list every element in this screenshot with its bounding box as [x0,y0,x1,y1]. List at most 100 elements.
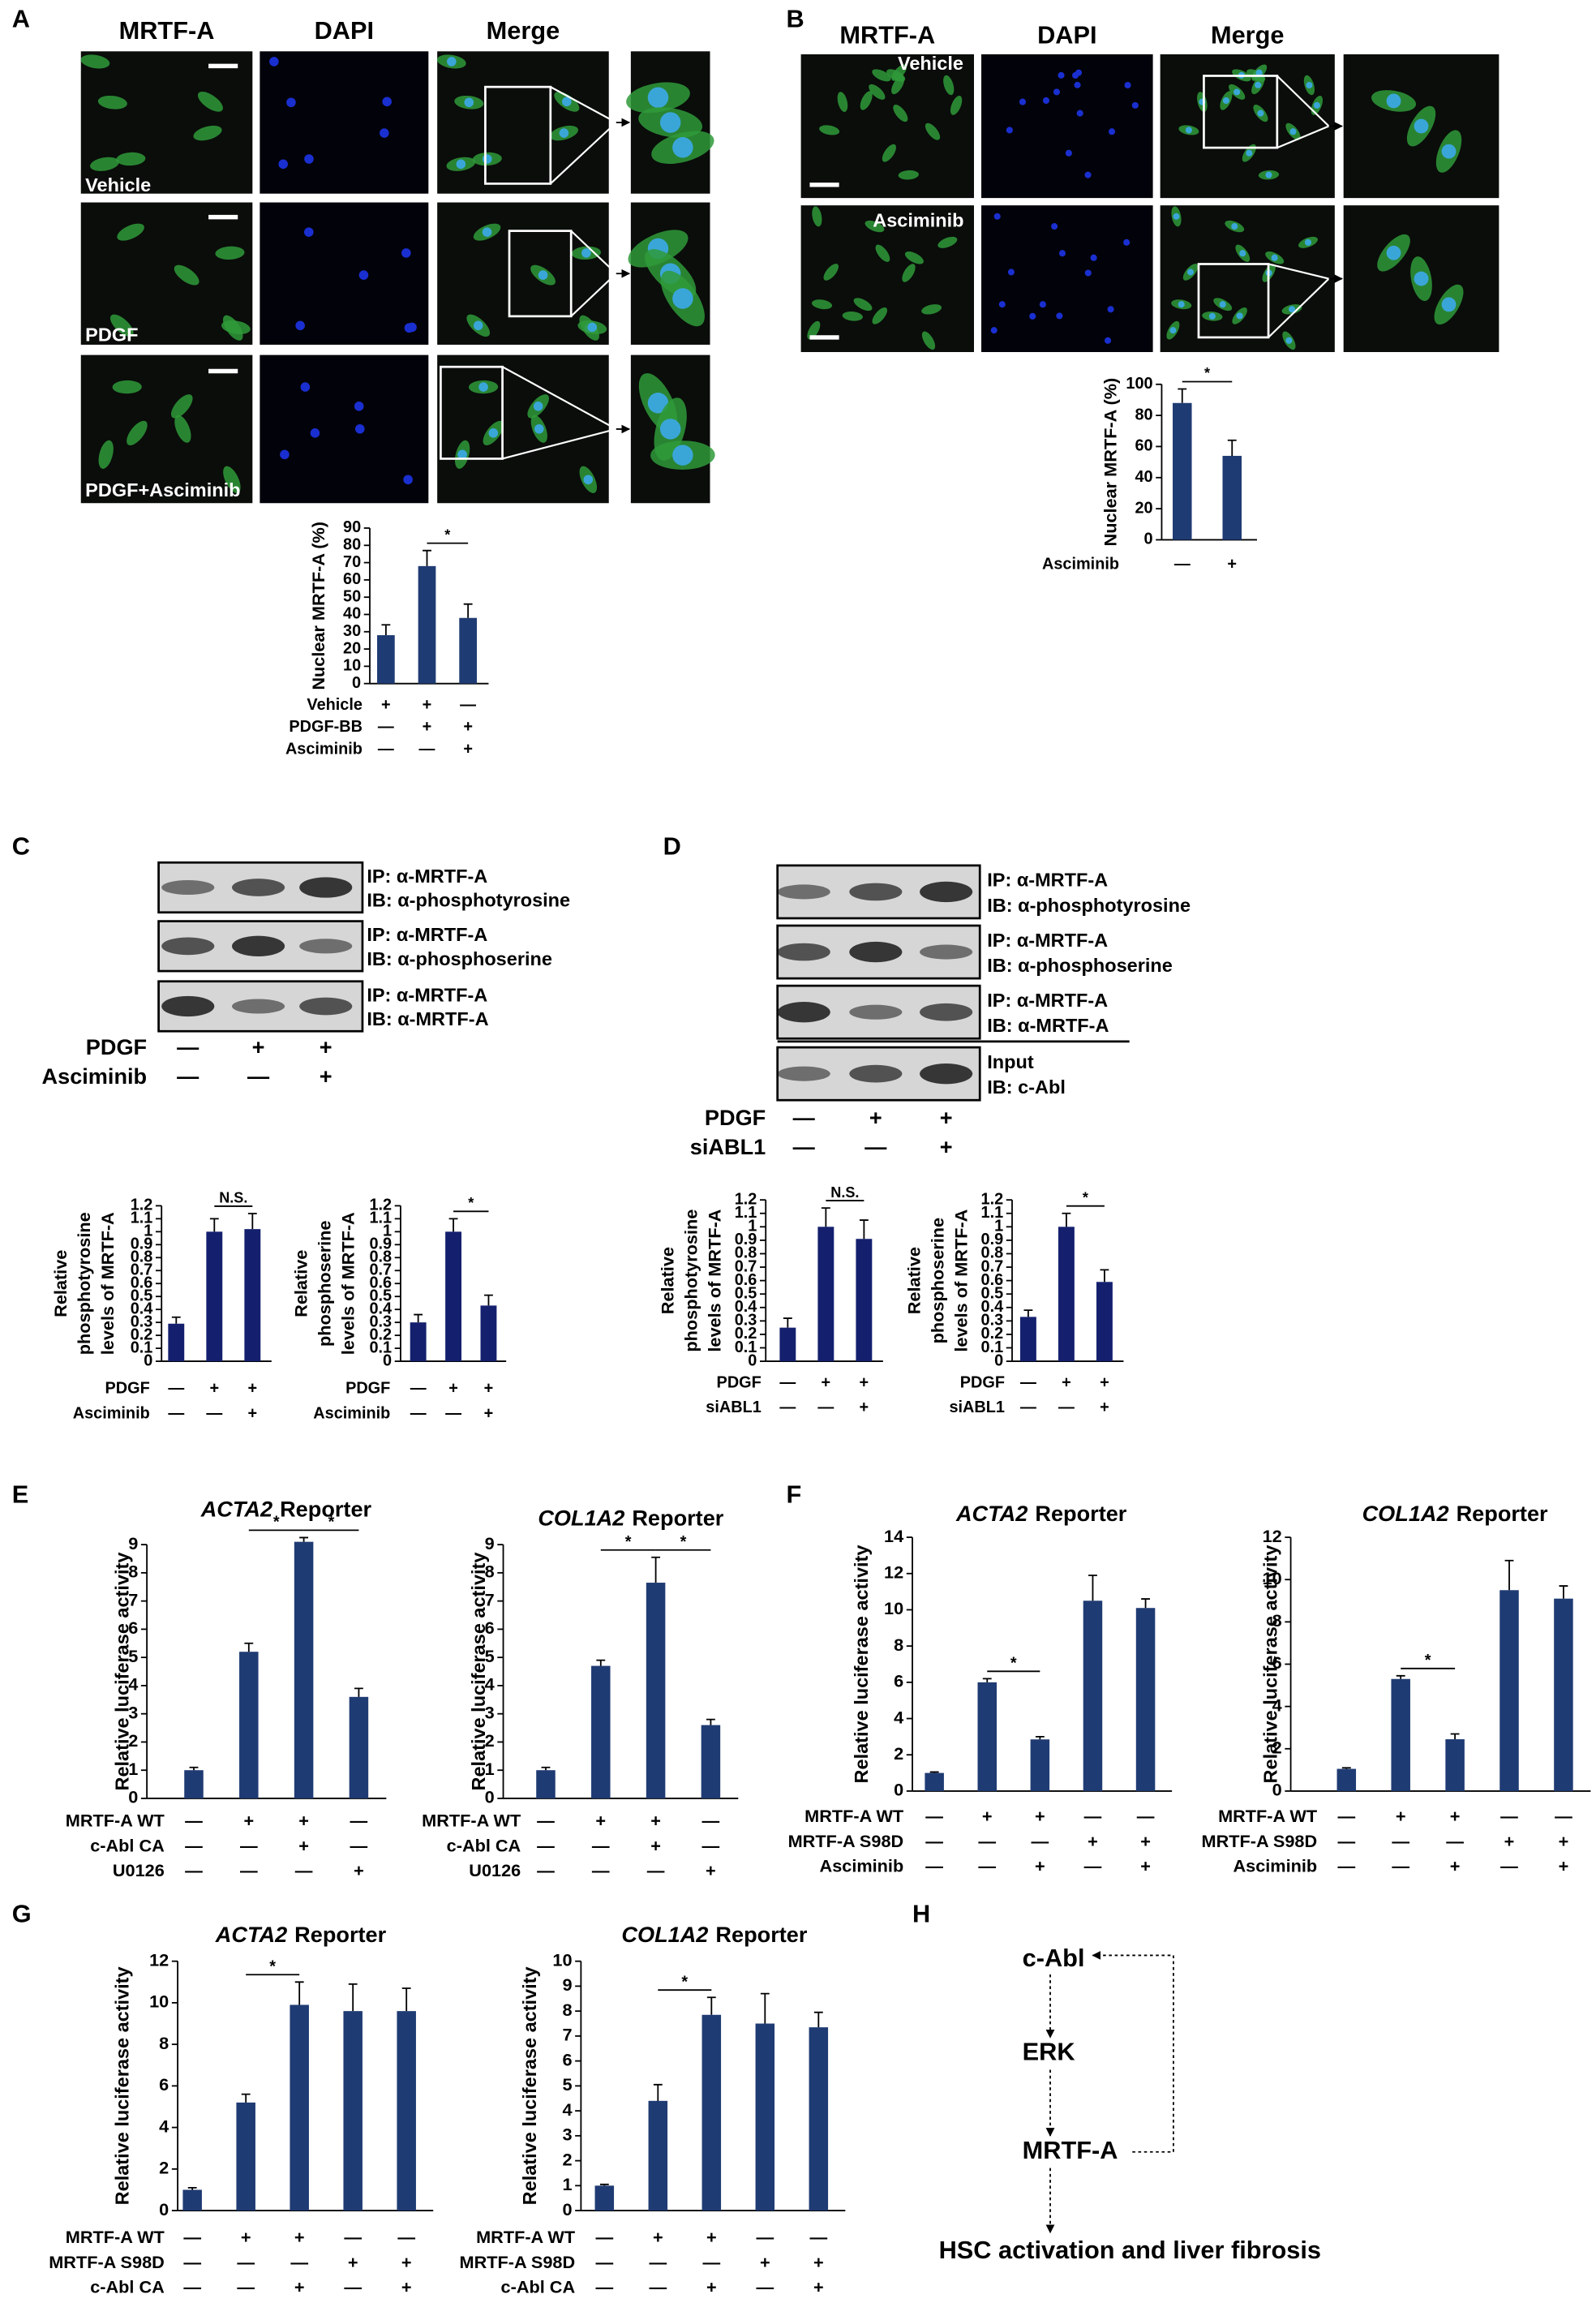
condition-sign: + [401,2252,412,2272]
micrograph [80,354,253,504]
nucleus [1236,312,1243,320]
nucleus [457,449,467,460]
micrograph [981,54,1153,199]
error-bar [294,1981,304,2005]
nucleus [456,159,466,170]
condition-sign: + [348,2252,358,2272]
condition-label: Asciminib [873,209,963,230]
y-axis-label: levels of MRTF-A [337,1212,358,1355]
y-tick-label: 0.3 [131,1313,153,1330]
y-tick-label: 1.1 [131,1210,153,1227]
nucleus [659,419,681,440]
title-text: Reporter [715,1922,807,1947]
bar [701,2014,722,2211]
nucleus [1255,69,1263,76]
condition-sign: — [793,1105,816,1130]
nucleus [488,428,499,438]
condition-label: PDGF+Asciminib [85,479,240,501]
cell [80,54,110,69]
y-axis-label: phosphoserine [927,1218,947,1343]
condition-name: PDGF-BB [289,718,363,736]
bar [1096,1282,1113,1362]
y-tick-label: 2 [894,1743,903,1764]
column-header: MRTF-A [839,20,935,49]
condition-sign: + [320,1063,332,1089]
nucleus [1271,254,1278,261]
condition-sign: + [1100,1373,1109,1391]
cell [837,92,848,112]
y-tick-label: 2 [159,2158,169,2178]
condition-sign: + [706,2277,717,2297]
condition-name: c-Abl CA [447,1835,521,1855]
cell [98,440,114,469]
blot-label: IP: α-MRTF-A [367,866,487,887]
y-tick-label: 12 [1263,1526,1282,1546]
condition-sign: — [1337,1806,1355,1826]
nucleus [1178,301,1185,308]
condition-name: MRTF-A WT [66,1811,165,1831]
cell [116,152,146,166]
zoom-box [508,230,573,318]
condition-sign: + [822,1373,831,1391]
y-tick-label: 2 [485,1730,495,1751]
chart-title: COL1A2 Reporter [621,1922,807,1947]
y-tick-label: 1.2 [369,1197,392,1214]
nucleus [1414,118,1429,134]
bar [459,617,477,684]
nucleus [1233,88,1241,96]
condition-sign: + [813,2277,824,2297]
zoom-box [440,365,504,460]
significance-label: * [681,1973,688,1991]
chart-title: COL1A2 Reporter [538,1506,723,1531]
condition-name: siABL1 [690,1134,766,1159]
y-tick-label: 10 [1263,1568,1282,1588]
error-bar [299,1536,309,1542]
error-bar [401,1987,411,2012]
nucleus [1306,81,1313,89]
cell [812,206,822,227]
y-tick-label: 0 [144,1351,152,1369]
y-tick-label: 1 [562,2174,572,2194]
y-tick-label: 0 [994,1351,1003,1369]
condition-sign: — [206,1404,222,1422]
condition-sign: + [1504,1831,1515,1851]
condition-sign: + [1140,1856,1151,1876]
condition-name: PDGF [86,1034,147,1059]
condition-sign: — [649,2252,667,2272]
title-gene: ACTA2 [955,1501,1028,1526]
nucleus [1084,269,1092,277]
cell [875,244,890,262]
bar [817,1227,834,1362]
feedback-arrow [1092,1951,1174,2153]
y-tick-label: 90 [343,518,361,536]
condition-sign: — [978,1856,996,1876]
condition-sign: — [1392,1831,1409,1851]
nucleus [1441,297,1457,312]
condition-name: MRTF-A WT [66,2227,165,2247]
y-tick-label: 1 [994,1218,1003,1235]
y-tick-label: 1.2 [981,1190,1004,1208]
y-tick-label: 0.4 [735,1298,757,1316]
condition-name: PDGF [705,1105,766,1130]
nucleus [1051,223,1058,230]
bar [779,1327,796,1362]
panel-letter: A [12,4,30,32]
band [849,883,903,901]
y-tick-label: 0.7 [981,1257,1004,1275]
condition-sign: — [595,2252,613,2272]
title-text: Reporter [280,1497,371,1522]
condition-sign: + [1559,1831,1569,1851]
bar [397,2011,416,2211]
nucleus [310,428,320,438]
bar [206,1231,223,1362]
cell [872,307,888,324]
cell [893,105,908,122]
nucleus [1289,128,1297,135]
condition-sign: — [295,1860,313,1880]
condition-sign: — [537,1860,555,1880]
chart-title: ACTA2 Reporter [955,1501,1127,1526]
condition-sign: — [1337,1831,1355,1851]
y-tick-label: 100 [1126,375,1152,393]
condition-name: Asciminib [313,1404,390,1422]
